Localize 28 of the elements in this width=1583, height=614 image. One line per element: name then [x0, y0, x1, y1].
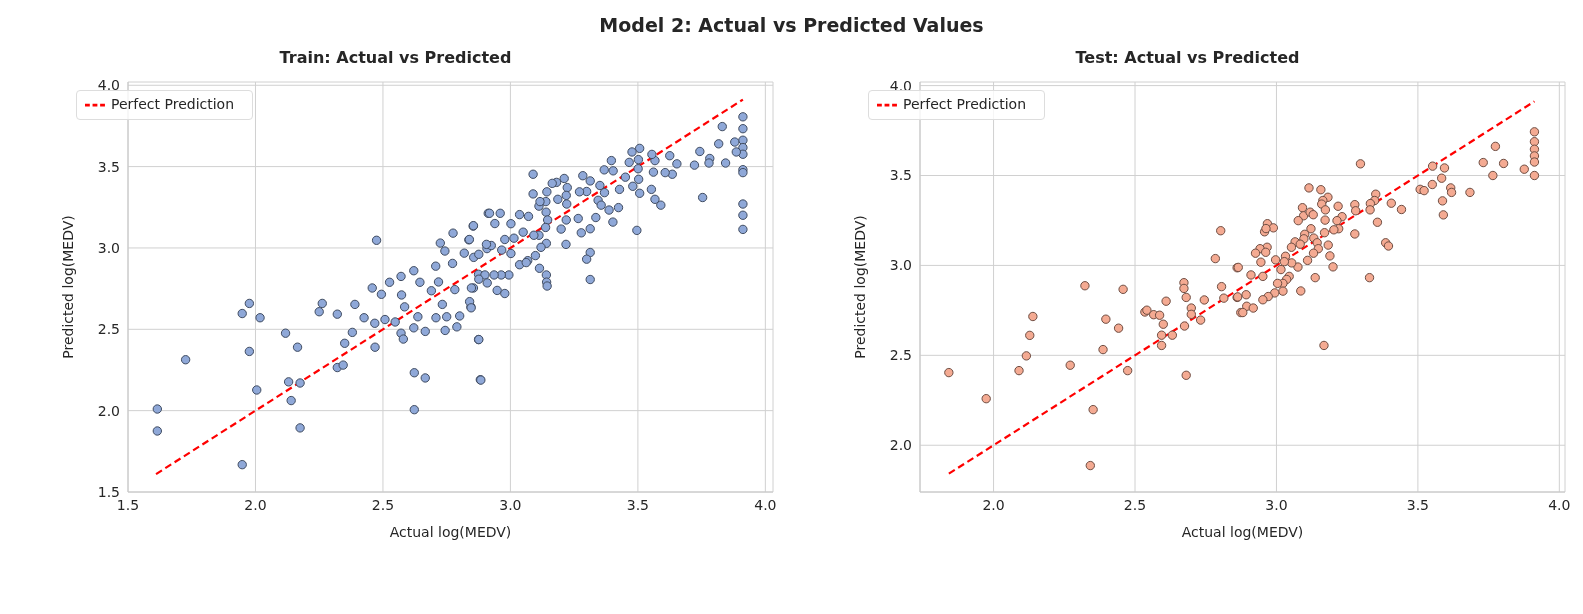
- legend-label: Perfect Prediction: [111, 96, 235, 112]
- x-tick-label: 2.5: [1123, 496, 1147, 513]
- y-tick-label: 3.0: [889, 257, 912, 274]
- y-tick-label: 2.0: [889, 437, 912, 454]
- legend-label: Perfect Prediction: [903, 96, 1027, 112]
- x-axis-title: Actual log(MEDV): [389, 524, 512, 540]
- y-tick-label: 3.0: [97, 239, 120, 256]
- x-tick-label: 3.5: [1406, 496, 1430, 513]
- x-tick-label: 2.0: [982, 496, 1005, 513]
- y-tick-label: 2.5: [97, 321, 120, 338]
- y-axis-title: Predicted log(MEDV): [851, 215, 868, 359]
- y-tick-label: 3.5: [889, 167, 912, 184]
- text: Model 2: Actual vs Predicted Values: [598, 13, 985, 38]
- x-tick-label: 4.0: [754, 496, 777, 513]
- y-axis-title: Predicted log(MEDV): [59, 215, 76, 359]
- x-axis-title: Actual log(MEDV): [1181, 524, 1304, 540]
- y-tick-label: 3.5: [97, 158, 120, 175]
- x-tick-label: 3.5: [626, 496, 650, 513]
- x-tick-label: 4.0: [1548, 496, 1571, 513]
- chart-title: Test: Actual vs Predicted: [1074, 48, 1301, 69]
- x-tick-label: 3.0: [1265, 496, 1288, 513]
- x-tick-label: 2.0: [244, 496, 267, 513]
- x-tick-label: 2.5: [371, 496, 395, 513]
- chart-title: Train: Actual vs Predicted: [278, 48, 513, 69]
- y-tick-label: 2.5: [889, 347, 912, 364]
- x-tick-label: 3.0: [499, 496, 522, 513]
- y-tick-label: 4.0: [97, 77, 120, 94]
- y-tick-label: 2.0: [97, 402, 120, 419]
